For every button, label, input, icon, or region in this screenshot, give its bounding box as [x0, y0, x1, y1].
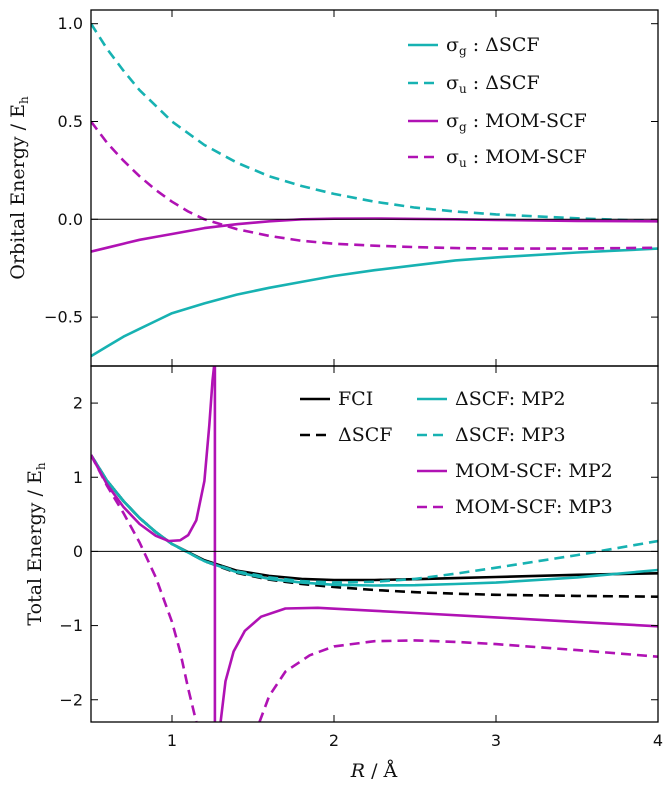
y-tick-label: 0.5	[58, 112, 83, 131]
y-tick-label: 0.0	[58, 210, 83, 229]
series-mom-scf-mp2-line	[91, 366, 216, 543]
x-tick-label: 4	[653, 731, 663, 750]
legend-label: σu : ΔSCF	[446, 72, 540, 96]
x-axis-label: R / Å	[350, 760, 398, 782]
legend-label: MOM-SCF: MP3	[455, 496, 613, 518]
legend-item-sigmau-scf: σu : ΔSCF	[408, 72, 540, 96]
legend-item-fci: FCI	[300, 388, 373, 410]
series-mom-scf-mp2-line	[219, 606, 658, 722]
series-scf-mp3-line	[91, 454, 658, 584]
legend-item-sigmau-mom-scf: σu : MOM-SCF	[408, 146, 587, 170]
series-mom-scf-mp3-line	[258, 639, 658, 722]
legend-label: σu : MOM-SCF	[446, 146, 587, 170]
series-sigmau-scf-line	[91, 23, 658, 223]
legend-label: ΔSCF	[338, 424, 392, 446]
y-axis-label: Orbital Energy / Eh	[7, 96, 31, 280]
legend-item-mom-scf-mp3: MOM-SCF: MP3	[417, 496, 613, 518]
total-energy-panel: 1 2 3 4 2 1 0 −1 −2 FCI ΔSCF ΔSCF: MP2 ΔSCF: MP3 MOM…	[24, 365, 663, 782]
y-tick-label: 1	[73, 468, 83, 487]
series-mom-scf-mp3-line	[91, 454, 198, 722]
y-axis-label: Total Energy / Eh	[24, 462, 48, 625]
legend-label: σg : MOM-SCF	[446, 110, 587, 134]
x-tick-label: 2	[329, 731, 339, 750]
bottom-panel-frame	[90, 365, 659, 723]
legend-item-sigmag-scf: σg : ΔSCF	[408, 34, 540, 58]
orbital-energy-panel: 1.0 0.5 0.0 −0.5 σg : ΔSCF σu : ΔSCF σg : MOM…	[7, 9, 659, 367]
legend-label: FCI	[338, 388, 373, 410]
series-sigmag-scf-line	[91, 247, 658, 358]
legend-label: MOM-SCF: MP2	[455, 460, 613, 482]
legend-label: ΔSCF: MP3	[455, 424, 566, 446]
x-tick-label: 3	[491, 731, 501, 750]
y-tick-label: 1.0	[58, 14, 83, 33]
y-tick-label: −1	[59, 616, 83, 635]
legend-item-scf-mp2: ΔSCF: MP2	[417, 388, 566, 410]
y-tick-label: 2	[73, 394, 83, 413]
legend-item-sigmag-mom-scf: σg : MOM-SCF	[408, 110, 587, 134]
legend: σg : ΔSCF σu : ΔSCF σg : MOM-SCF σu : MOM-S…	[408, 34, 587, 170]
y-tick-label: −0.5	[44, 308, 83, 327]
series-sigmau-mom-scf-line	[91, 120, 658, 250]
legend-item-scf-mp3: ΔSCF: MP3	[417, 424, 566, 446]
legend-label: σg : ΔSCF	[446, 34, 540, 58]
y-tick-label: −2	[59, 690, 83, 709]
y-tick-label: 0	[73, 542, 83, 561]
legend-label: ΔSCF: MP2	[455, 388, 566, 410]
legend: FCI ΔSCF ΔSCF: MP2 ΔSCF: MP3 MOM-SCF: MP2 MOM…	[300, 388, 613, 518]
x-tick-label: 1	[167, 731, 177, 750]
legend-item-scf: ΔSCF	[300, 424, 392, 446]
legend-item-mom-scf-mp2: MOM-SCF: MP2	[417, 460, 613, 482]
